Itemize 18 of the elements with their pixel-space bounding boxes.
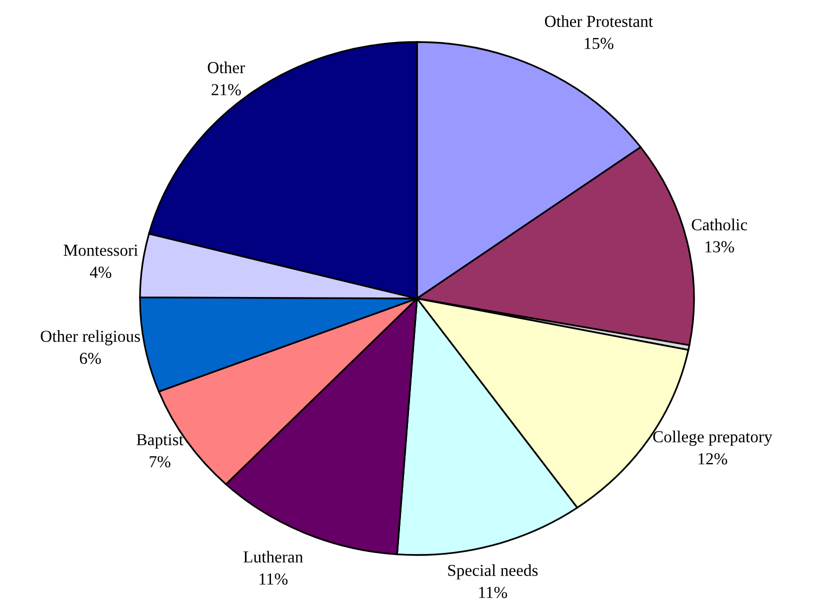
data-label: 6% <box>80 352 101 364</box>
data-label: 13% <box>706 241 734 252</box>
slice-label: Lutheran <box>244 550 303 563</box>
slice-label: Other <box>208 62 245 74</box>
data-label: 21% <box>212 84 241 96</box>
data-label: 7% <box>150 456 170 468</box>
slice-label: Other Protestant <box>544 15 653 27</box>
slice-label: Baptist <box>136 434 184 449</box>
slice-label: Special needs <box>448 564 538 580</box>
slice-label: Catholic <box>692 218 748 230</box>
slice-label: Other religious <box>40 330 140 346</box>
data-label: 15% <box>584 38 614 50</box>
data-label: 4% <box>90 266 112 278</box>
data-label: 11% <box>260 573 288 585</box>
data-label: 11% <box>479 586 508 598</box>
slice-label: Montessori <box>64 244 138 256</box>
data-label: 12% <box>698 453 728 465</box>
slice-label: College prepatory <box>653 430 772 446</box>
